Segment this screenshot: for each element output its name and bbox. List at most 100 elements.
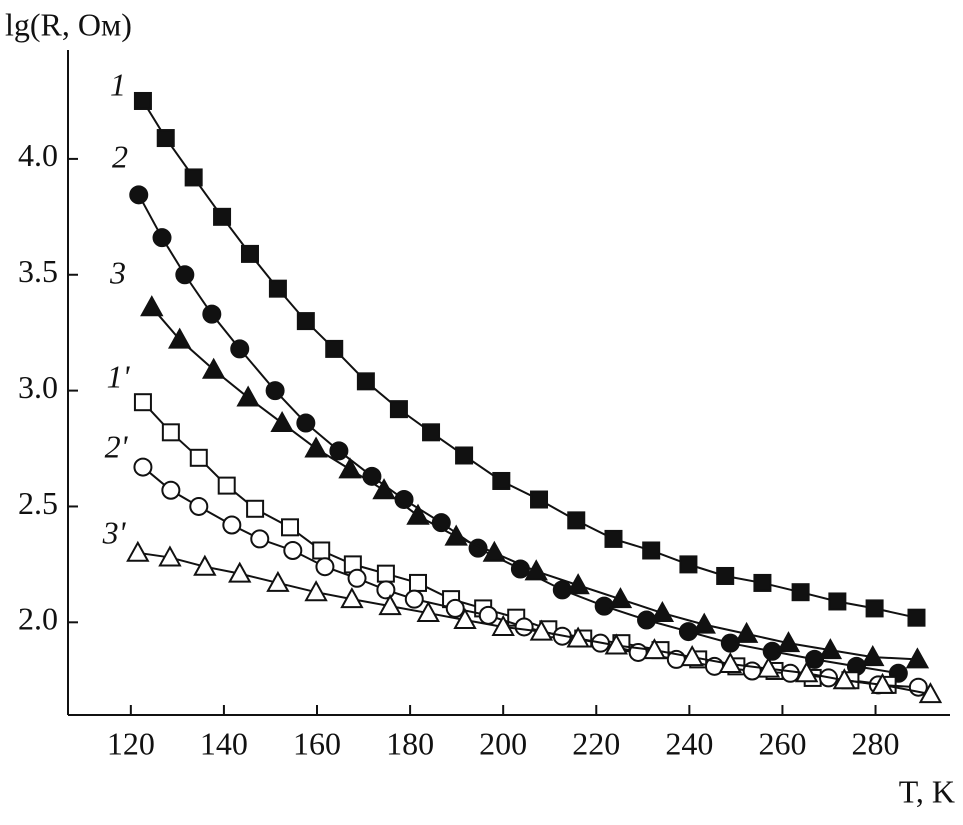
data-point xyxy=(828,592,847,611)
data-point xyxy=(406,503,430,525)
data-point xyxy=(642,541,661,560)
data-point xyxy=(453,607,477,629)
data-point xyxy=(126,540,150,562)
data-point xyxy=(356,372,375,391)
data-point xyxy=(193,554,217,576)
data-point xyxy=(133,393,152,412)
data-point xyxy=(720,633,740,653)
data-point xyxy=(604,529,623,548)
data-point xyxy=(567,511,586,530)
x-tick-label: 160 xyxy=(293,725,341,761)
data-point xyxy=(340,587,364,609)
data-point xyxy=(304,436,328,458)
y-tick-label: 3.0 xyxy=(18,369,58,405)
data-point xyxy=(756,656,781,678)
data-point xyxy=(870,672,895,694)
data-point xyxy=(250,529,270,549)
x-tick-label: 260 xyxy=(758,725,806,761)
data-point xyxy=(325,339,344,358)
data-point xyxy=(780,663,800,683)
data-point xyxy=(818,638,843,660)
data-point xyxy=(189,448,208,467)
x-tick-label: 140 xyxy=(200,725,248,761)
data-point xyxy=(529,619,554,641)
data-point xyxy=(268,279,287,298)
x-tick-label: 180 xyxy=(386,725,434,761)
data-point xyxy=(152,228,172,248)
data-point xyxy=(236,385,260,407)
series-label: 2 xyxy=(112,138,128,174)
series-label: 3 xyxy=(109,254,126,290)
data-point xyxy=(861,645,885,667)
data-point xyxy=(552,580,572,600)
data-point xyxy=(372,478,396,500)
data-point xyxy=(604,633,628,655)
data-point xyxy=(794,661,819,683)
data-point xyxy=(422,423,441,442)
data-point xyxy=(296,413,316,433)
data-point xyxy=(376,564,395,583)
data-point xyxy=(184,168,203,187)
data-point xyxy=(514,617,534,637)
data-point xyxy=(230,339,250,359)
data-point xyxy=(409,573,428,592)
data-point xyxy=(140,295,164,317)
data-point xyxy=(608,587,633,609)
y-tick-label: 2.0 xyxy=(18,601,58,637)
data-point xyxy=(530,490,549,509)
data-point xyxy=(491,614,515,636)
series-label: 1 xyxy=(110,66,126,102)
data-point xyxy=(161,480,181,500)
data-point xyxy=(865,599,884,618)
data-point xyxy=(296,312,315,331)
x-axis-label: T, K xyxy=(899,773,955,809)
series-line xyxy=(137,194,899,675)
data-point xyxy=(338,457,362,479)
data-point xyxy=(213,207,232,226)
x-tick-label: 220 xyxy=(572,725,620,761)
data-point xyxy=(907,608,926,627)
series-label: 3' xyxy=(102,514,127,550)
data-point xyxy=(918,682,943,704)
data-point xyxy=(189,496,209,516)
x-tick-label: 200 xyxy=(479,725,527,761)
data-point xyxy=(315,557,335,577)
data-point xyxy=(217,476,236,495)
data-point xyxy=(161,423,180,442)
series-label: 2' xyxy=(105,428,129,464)
data-point xyxy=(304,580,328,602)
data-point xyxy=(202,304,222,324)
data-point xyxy=(444,524,468,546)
data-point xyxy=(347,568,367,588)
data-point xyxy=(805,649,825,669)
data-point xyxy=(129,185,149,205)
data-point xyxy=(281,518,300,537)
data-point xyxy=(716,566,735,585)
data-point xyxy=(283,540,303,560)
data-point xyxy=(734,621,759,643)
data-point xyxy=(482,540,507,562)
data-point xyxy=(791,583,810,602)
data-point xyxy=(201,357,226,379)
x-tick-label: 120 xyxy=(107,725,155,761)
data-point xyxy=(133,91,152,110)
data-point xyxy=(905,647,930,669)
y-tick-label: 4.0 xyxy=(18,137,58,173)
data-point xyxy=(524,559,548,581)
data-point xyxy=(389,400,408,419)
data-point xyxy=(445,598,465,618)
data-point xyxy=(832,668,857,690)
data-point xyxy=(718,651,743,674)
series-line xyxy=(137,551,931,696)
data-point xyxy=(156,129,175,148)
data-point xyxy=(566,573,590,595)
data-point xyxy=(478,605,498,625)
data-point xyxy=(378,594,402,616)
data-point xyxy=(133,457,153,477)
data-point xyxy=(240,244,259,263)
data-point xyxy=(642,638,667,660)
data-point xyxy=(329,441,349,461)
data-point xyxy=(455,446,474,465)
data-point xyxy=(266,570,290,592)
data-point xyxy=(158,545,182,567)
